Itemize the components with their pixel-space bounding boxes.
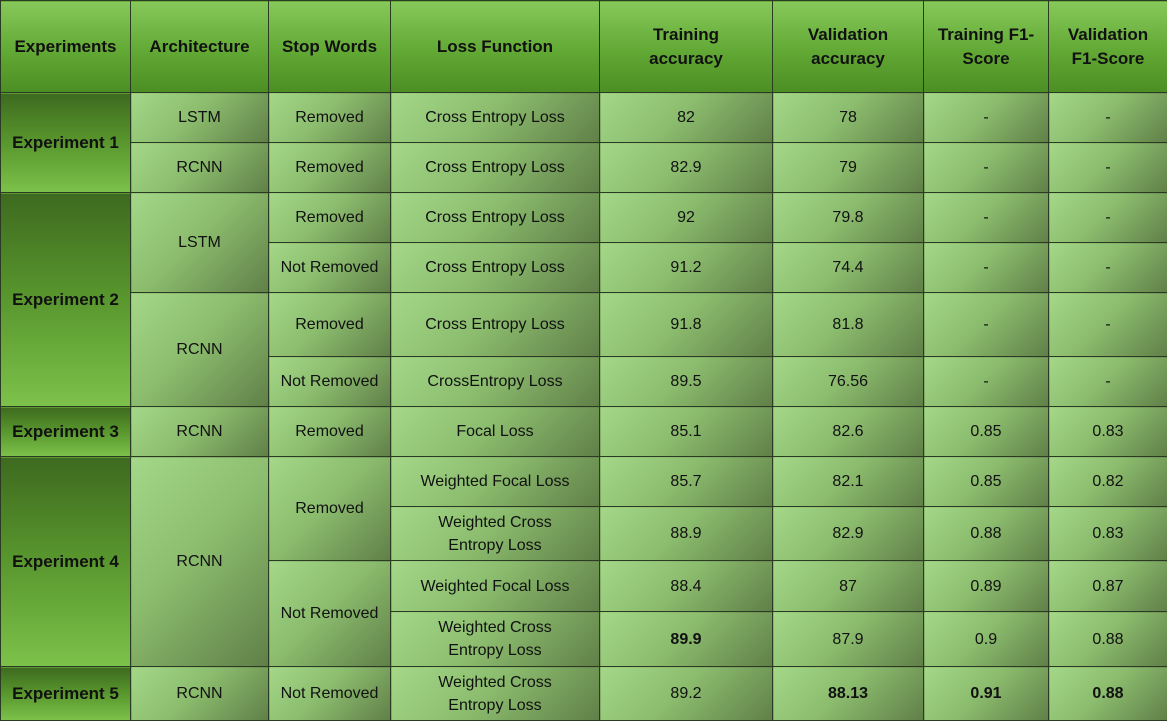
loss-function-cell: Cross Entropy Loss [391,243,600,293]
loss-function-cell: Weighted Focal Loss [391,457,600,507]
validation-f1-cell: - [1049,357,1167,407]
validation-accuracy-cell: 82.1 [773,457,924,507]
architecture-cell: RCNN [131,407,269,457]
training-accuracy-cell: 89.2 [600,667,773,721]
table-row: RCNN Removed Cross Entropy Loss 91.8 81.… [1,293,1167,357]
header-row: Experiments Architecture Stop Words Loss… [1,1,1167,93]
training-f1-cell: 0.89 [924,561,1049,612]
experiment-label: Experiment 3 [1,407,131,457]
validation-f1-cell: 0.87 [1049,561,1167,612]
header-loss-function: Loss Function [391,1,600,93]
training-f1-cell: - [924,357,1049,407]
training-accuracy-cell: 91.2 [600,243,773,293]
loss-function-cell: CrossEntropy Loss [391,357,600,407]
loss-function-cell: Focal Loss [391,407,600,457]
table-row: RCNN Removed Cross Entropy Loss 82.9 79 … [1,143,1167,193]
architecture-cell: LSTM [131,193,269,293]
validation-f1-cell: - [1049,143,1167,193]
table-row: Experiment 4 RCNN Removed Weighted Focal… [1,457,1167,507]
training-accuracy-cell: 85.7 [600,457,773,507]
experiment-label: Experiment 1 [1,93,131,193]
loss-function-cell: Weighted Focal Loss [391,561,600,612]
validation-accuracy-cell: 87 [773,561,924,612]
table-row: Experiment 5 RCNN Not Removed Weighted C… [1,667,1167,721]
stop-words-cell: Removed [269,457,391,561]
validation-accuracy-cell: 87.9 [773,612,924,667]
validation-f1-cell: 0.88 [1049,612,1167,667]
training-accuracy-cell: 89.9 [600,612,773,667]
validation-f1-cell: 0.83 [1049,407,1167,457]
training-accuracy-cell: 89.5 [600,357,773,407]
stop-words-cell: Removed [269,143,391,193]
validation-f1-cell: - [1049,93,1167,143]
architecture-cell: RCNN [131,457,269,667]
validation-accuracy-cell: 74.4 [773,243,924,293]
validation-f1-cell: - [1049,243,1167,293]
loss-function-cell: Cross Entropy Loss [391,193,600,243]
training-accuracy-cell: 82 [600,93,773,143]
experiment-label: Experiment 2 [1,193,131,407]
training-f1-cell: - [924,243,1049,293]
validation-accuracy-cell: 78 [773,93,924,143]
table-row: Experiment 2 LSTM Removed Cross Entropy … [1,193,1167,243]
loss-function-cell: Cross Entropy Loss [391,293,600,357]
validation-accuracy-cell: 82.9 [773,507,924,561]
header-training-f1: Training F1-Score [924,1,1049,93]
stop-words-cell: Not Removed [269,561,391,667]
header-stop-words: Stop Words [269,1,391,93]
table-row: Experiment 3 RCNN Removed Focal Loss 85.… [1,407,1167,457]
training-f1-cell: 0.88 [924,507,1049,561]
training-accuracy-cell: 88.4 [600,561,773,612]
stop-words-cell: Not Removed [269,667,391,721]
training-f1-cell: 0.85 [924,407,1049,457]
validation-f1-cell: - [1049,193,1167,243]
architecture-cell: RCNN [131,143,269,193]
validation-accuracy-cell: 76.56 [773,357,924,407]
validation-f1-cell: 0.83 [1049,507,1167,561]
validation-accuracy-cell: 79.8 [773,193,924,243]
training-f1-cell: - [924,93,1049,143]
loss-function-cell: Cross Entropy Loss [391,143,600,193]
training-f1-cell: 0.9 [924,612,1049,667]
header-architecture: Architecture [131,1,269,93]
validation-f1-cell: - [1049,293,1167,357]
experiment-label: Experiment 4 [1,457,131,667]
stop-words-cell: Removed [269,93,391,143]
stop-words-cell: Not Removed [269,243,391,293]
training-f1-cell: 0.91 [924,667,1049,721]
training-accuracy-cell: 85.1 [600,407,773,457]
training-accuracy-cell: 92 [600,193,773,243]
stop-words-cell: Removed [269,293,391,357]
training-accuracy-cell: 88.9 [600,507,773,561]
validation-f1-cell: 0.88 [1049,667,1167,721]
architecture-cell: RCNN [131,667,269,721]
architecture-cell: RCNN [131,293,269,407]
training-f1-cell: 0.85 [924,457,1049,507]
stop-words-cell: Removed [269,407,391,457]
stop-words-cell: Not Removed [269,357,391,407]
training-f1-cell: - [924,193,1049,243]
validation-f1-cell: 0.82 [1049,457,1167,507]
header-experiments: Experiments [1,1,131,93]
training-f1-cell: - [924,143,1049,193]
stop-words-cell: Removed [269,193,391,243]
validation-accuracy-cell: 82.6 [773,407,924,457]
training-accuracy-cell: 82.9 [600,143,773,193]
experiment-label: Experiment 5 [1,667,131,721]
loss-function-cell: Cross Entropy Loss [391,93,600,143]
validation-accuracy-cell: 88.13 [773,667,924,721]
training-f1-cell: - [924,293,1049,357]
validation-accuracy-cell: 79 [773,143,924,193]
training-accuracy-cell: 91.8 [600,293,773,357]
validation-accuracy-cell: 81.8 [773,293,924,357]
architecture-cell: LSTM [131,93,269,143]
table-row: Experiment 1 LSTM Removed Cross Entropy … [1,93,1167,143]
